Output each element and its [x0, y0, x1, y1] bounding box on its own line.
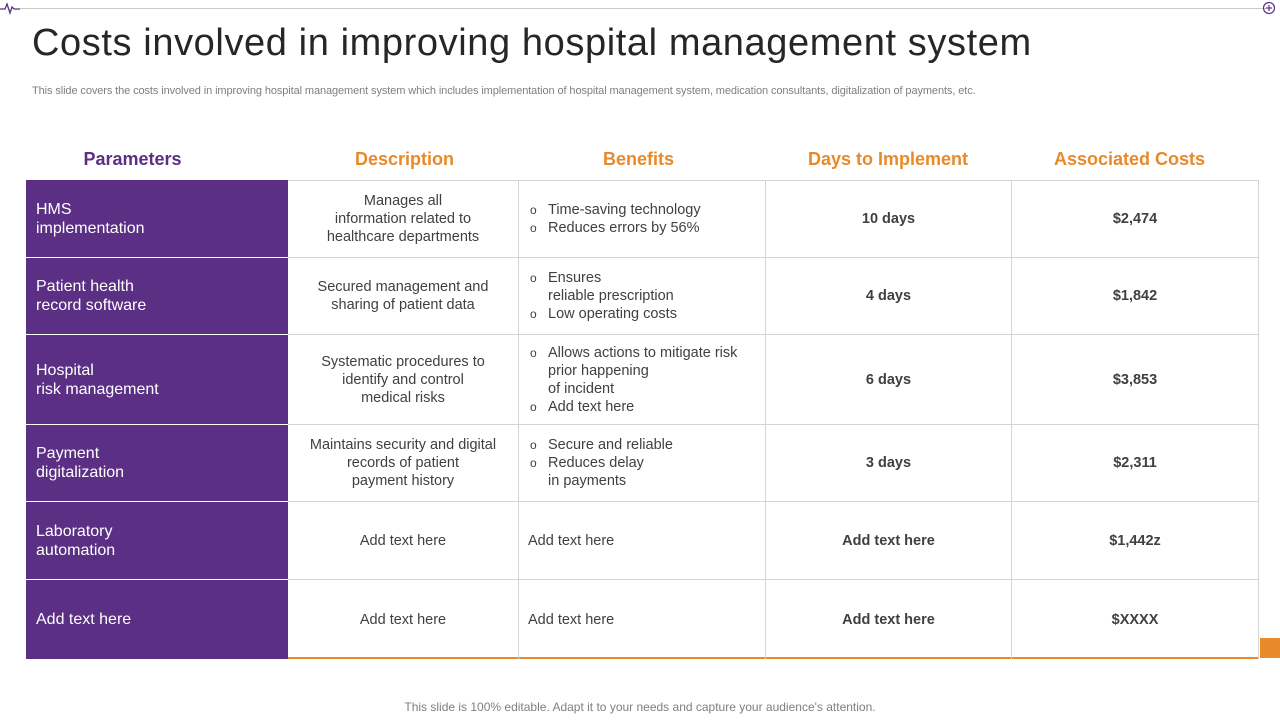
table-row-6-benefits: Add text here	[519, 580, 766, 659]
table-row-3-description: Systematic procedures to identify and co…	[288, 335, 519, 425]
table-row-4-benefits: Secure and reliable Reduces delay in pay…	[519, 425, 766, 502]
table-row-1-parameter: HMS implementation	[26, 180, 288, 258]
costs-table: HMS implementation Manages all informati…	[26, 180, 1259, 659]
table-row-5-cost: $1,442z	[1012, 502, 1259, 580]
table-row-5-benefits: Add text here	[519, 502, 766, 580]
table-row-4-parameter: Payment digitalization	[26, 425, 288, 502]
table-row-4-description: Maintains security and digital records o…	[288, 425, 519, 502]
table-row-1-cost: $2,474	[1012, 180, 1259, 258]
table-row-2-cost: $1,842	[1012, 258, 1259, 335]
benefit-item: Ensures reliable prescription	[528, 269, 677, 305]
table-row-3-parameter: Hospital risk management	[26, 335, 288, 425]
table-row-2-days: 4 days	[766, 258, 1012, 335]
header-description: Description	[354, 149, 455, 169]
table-row-2-description: Secured management and sharing of patien…	[288, 258, 519, 335]
benefit-item: Allows actions to mitigate risk prior ha…	[528, 344, 737, 398]
table-row-6-days: Add text here	[766, 580, 1012, 659]
table-row-5-description: Add text here	[288, 502, 519, 580]
benefit-item: Reduces errors by 56%	[528, 219, 701, 237]
heartbeat-icon	[0, 2, 20, 15]
table-row-3-benefits: Allows actions to mitigate risk prior ha…	[519, 335, 766, 425]
table-row-3-cost: $3,853	[1012, 335, 1259, 425]
table-row-5-days: Add text here	[766, 502, 1012, 580]
header-associated-costs: Associated Costs	[1053, 149, 1206, 169]
page-title: Costs involved in improving hospital man…	[32, 22, 1032, 64]
header-benefits: Benefits	[602, 149, 674, 169]
table-row-4-cost: $2,311	[1012, 425, 1259, 502]
table-row-5-parameter: Laboratory automation	[26, 502, 288, 580]
header-days-to-implement: Days to Implement	[807, 149, 969, 169]
header-parameters: Parameters	[83, 149, 182, 169]
top-divider-line	[20, 8, 1266, 9]
table-row-3-days: 6 days	[766, 335, 1012, 425]
table-row-6-parameter: Add text here	[26, 580, 288, 659]
footer-note: This slide is 100% editable. Adapt it to…	[404, 700, 876, 714]
benefit-item: Add text here	[528, 398, 737, 416]
table-row-1-days: 10 days	[766, 180, 1012, 258]
page-subtitle: This slide covers the costs involved in …	[32, 85, 976, 97]
table-row-2-benefits: Ensures reliable prescription Low operat…	[519, 258, 766, 335]
benefit-item: Time-saving technology	[528, 201, 701, 219]
table-row-2-parameter: Patient health record software	[26, 258, 288, 335]
table-row-1-benefits: Time-saving technology Reduces errors by…	[519, 180, 766, 258]
table-row-6-description: Add text here	[288, 580, 519, 659]
benefit-item: Secure and reliable	[528, 436, 673, 454]
crosshair-icon	[1262, 1, 1276, 15]
orange-accent-block	[1260, 638, 1280, 658]
table-row-4-days: 3 days	[766, 425, 1012, 502]
table-row-6-cost: $XXXX	[1012, 580, 1259, 659]
benefit-item: Low operating costs	[528, 305, 677, 323]
benefit-item: Reduces delay in payments	[528, 454, 673, 490]
table-row-1-description: Manages all information related to healt…	[288, 180, 519, 258]
